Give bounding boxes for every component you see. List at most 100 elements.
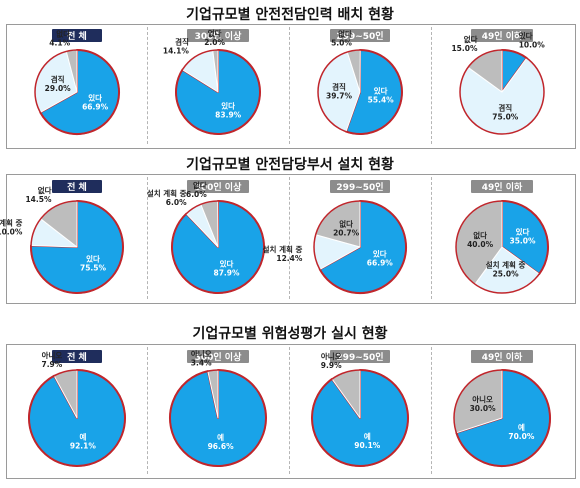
section-title-staffing: 기업규모별 안전전담인력 배치 현황 [186,7,394,23]
panel-badge [52,350,102,363]
panel-badge [330,350,390,363]
panel-badge [471,180,533,193]
slice-value-label: 6.0% [166,198,187,207]
slice-value-label: 55.4% [368,96,395,105]
section-title-risk-assessment: 기업규모별 위험성평가 실시 현황 [192,326,388,342]
slice-label: 겸직 [498,103,512,113]
panel-divider [147,347,148,474]
slice-label: 아니오 [472,394,493,404]
slice-value-label: 75.5% [80,264,107,273]
pie-outline [34,49,120,135]
panel-badge [187,180,249,193]
slice-value-label: 75.0% [492,113,519,122]
pie-outline [171,200,265,294]
slice-label: 예 [217,432,224,442]
slice-label: 있다 [86,254,100,264]
panel-badge [330,180,390,193]
pie-outline [459,49,545,135]
slice-label: 있다 [374,86,388,96]
panel-divider [147,177,148,299]
panel-divider [289,347,290,474]
slice-value-label: 7.9% [41,360,62,369]
pie-outline [455,200,549,294]
slice-label: 설치 계획 중 [147,188,187,198]
panel-badge [52,180,102,193]
slice-value-label: 10.0% [0,227,23,236]
slice-label: 설치 계획 중 [0,217,22,227]
slice-label: 있다 [519,31,533,41]
panel-badge-label: 300인 이상 [195,351,242,363]
panel-badge-label: 299~50인 [336,31,383,42]
panel-divider [147,27,148,144]
slice-label: 있다 [516,227,530,237]
slice-label: 예 [364,431,371,441]
panel-badge-label: 전 체 [67,181,87,193]
slice-value-label: 66.9% [367,259,394,268]
slice-value-label: 87.9% [213,268,240,277]
slice-value-label: 70.0% [508,432,535,441]
slice-value-label: 15.0% [451,44,478,53]
slice-label: 예 [79,431,86,441]
panel-badge-label: 전 체 [67,30,87,42]
slice-value-label: 2.0% [204,38,225,47]
slice-label: 아니오 [42,350,63,360]
slice-value-label: 90.1% [354,441,381,450]
slice-value-label: 35.0% [509,237,536,246]
slice-value-label: 6.0% [186,190,207,199]
slice-label: 없다 [464,34,478,44]
panel-divider [431,27,432,144]
slice-label: 없다 [338,29,352,39]
panel-badge-label: 300인 이상 [195,30,242,42]
slice-value-label: 14.1% [163,47,190,56]
panel-badge [187,29,249,42]
slice-value-label: 40.0% [467,240,494,249]
slice-label: 없다 [339,219,353,229]
panel-badge [187,350,249,363]
panel-badge [471,350,533,363]
pie-outline [169,369,267,467]
slice-value-label: 25.0% [493,270,520,279]
pie-outline [30,200,124,294]
slice-value-label: 66.9% [82,103,109,112]
slice-value-label: 30.0% [470,404,497,413]
slice-label: 아니오 [321,351,342,361]
panel-divider [431,347,432,474]
pie-outline [311,369,409,467]
slice-label: 없다 [193,180,207,190]
slice-value-label: 10.0% [519,41,546,50]
panel-badge-label: 299~50인 [336,182,383,193]
slice-value-label: 20.7% [333,229,360,238]
slice-value-label: 5.0% [331,39,352,48]
pie-outline [313,200,407,294]
slice-label: 설치 계획 중 [263,244,303,254]
slice-value-label: 14.5% [25,195,52,204]
panel-divider [289,177,290,299]
slice-label: 겸직 [332,82,346,92]
slice-value-label: 3.4% [191,358,212,367]
slice-label: 예 [518,422,525,432]
slice-value-label: 29.0% [45,84,72,93]
slice-label: 겸직 [51,74,65,84]
slice-label: 없다 [208,28,222,38]
panel-badge [52,29,102,42]
section-title-department: 기업규모별 안전담당부서 설치 현황 [186,157,394,173]
pie-outline [317,49,403,135]
pie-outline [175,49,261,135]
slice-value-label: 9.9% [321,361,342,370]
panel-badge [471,29,533,42]
slice-label: 있다 [221,100,235,110]
panel-badge-label: 49인 이하 [482,181,523,193]
panel-badge-label: 299~50인 [336,352,383,363]
panel-badge-label: 49인 이하 [482,351,523,363]
slice-value-label: 96.6% [208,442,235,451]
slice-value-label: 83.9% [215,110,242,119]
slice-label: 아니오 [191,348,212,358]
slice-label: 있다 [88,93,102,103]
slice-value-label: 12.4% [276,254,303,263]
slice-label: 설치 계획 중 [486,260,526,270]
panel-divider [431,177,432,299]
slice-label: 있다 [373,249,387,259]
slice-value-label: 4.1% [49,38,70,47]
slice-label: 없다 [38,185,52,195]
